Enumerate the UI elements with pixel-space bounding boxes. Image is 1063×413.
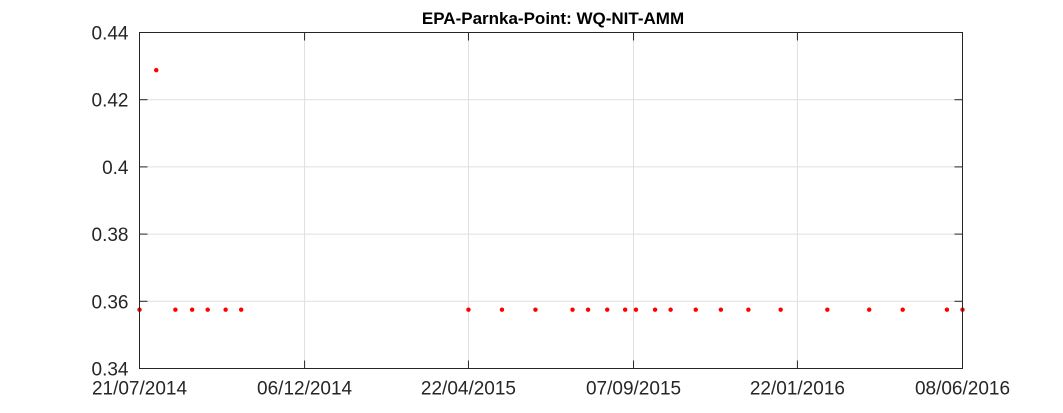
data-point — [499, 307, 505, 312]
data-point — [533, 307, 538, 312]
y-tick-label: 0.36 — [92, 292, 129, 313]
y-tick-label: 0.38 — [92, 225, 129, 246]
x-tick-label: 21/07/2014 — [92, 379, 188, 400]
data-point — [866, 307, 872, 312]
data-point — [466, 307, 471, 312]
x-tick-label: 07/09/2015 — [586, 379, 681, 400]
data-point — [825, 307, 830, 312]
data-point — [605, 307, 610, 312]
x-tick-label: 08/06/2016 — [915, 379, 1010, 400]
data-point — [746, 307, 751, 312]
data-point — [173, 307, 178, 312]
plot-frame — [139, 32, 963, 369]
data-point — [900, 307, 905, 312]
data-point — [622, 307, 628, 312]
y-tick-label: 0.4 — [102, 158, 129, 179]
data-point — [238, 307, 244, 312]
data-point — [223, 307, 228, 312]
data-point — [633, 307, 639, 312]
data-point — [585, 307, 591, 312]
grid-layer — [139, 32, 963, 369]
data-point — [944, 307, 950, 312]
y-tick-label: 0.34 — [92, 360, 129, 381]
points-layer — [137, 67, 965, 312]
y-tick-label: 0.44 — [92, 24, 129, 45]
data-point — [652, 307, 658, 312]
data-point — [718, 307, 724, 312]
x-tick-label: 06/12/2014 — [257, 379, 353, 400]
x-tick-label: 22/04/2015 — [421, 379, 516, 400]
ticks-layer — [139, 32, 963, 369]
data-point — [693, 307, 698, 312]
data-point — [570, 307, 575, 312]
data-point — [205, 307, 210, 312]
data-point — [189, 307, 195, 312]
data-point — [668, 307, 673, 312]
chart-title: EPA-Parnka-Point: WQ-NIT-AMM — [422, 9, 684, 28]
y-tick-label: 0.42 — [92, 91, 129, 112]
x-tick-label: 22/01/2016 — [750, 379, 845, 400]
data-point — [154, 67, 159, 73]
data-point — [778, 307, 783, 312]
labels-layer: 21/07/2014 06/12/2014 22/04/2015 07/09/2015… — [92, 24, 1011, 400]
